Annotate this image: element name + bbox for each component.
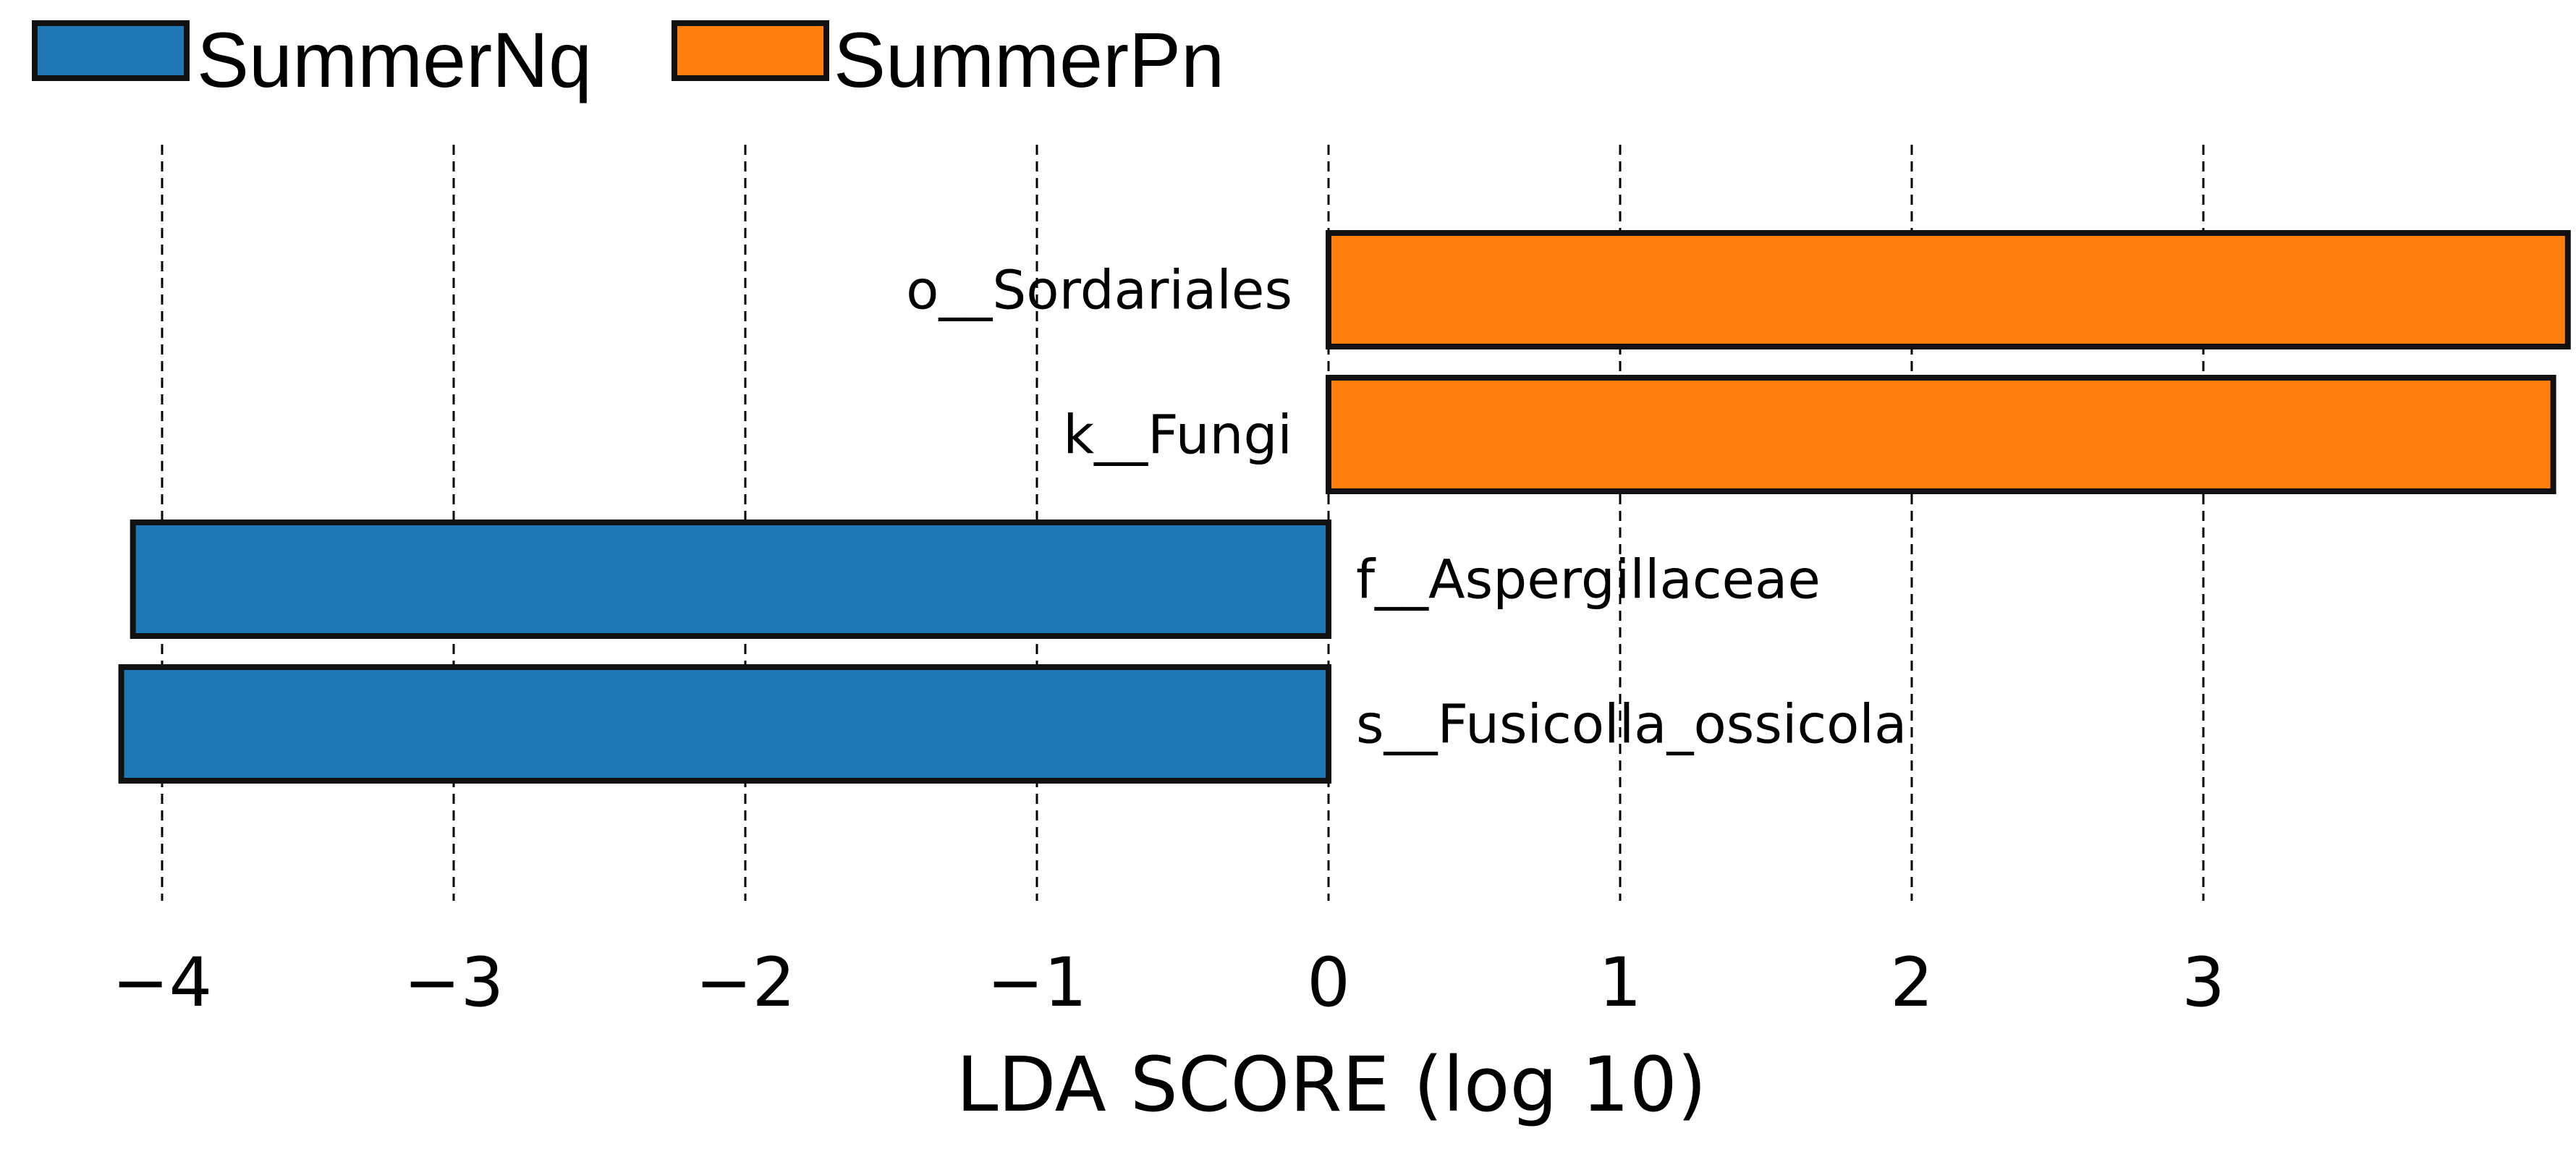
legend-label: SummerNq <box>197 16 592 103</box>
x-axis-ticks: −4 −3 −2 −1 0 1 2 3 <box>112 944 2225 1022</box>
bar-labels: o__Sordariales k__Fungi f__Aspergillaceaes… <box>906 260 1907 756</box>
legend: SummerNq SummerPn <box>32 16 1224 103</box>
bar <box>1326 230 2571 349</box>
x-tick-label: 0 <box>1307 944 1350 1022</box>
x-axis-title: LDA SCORE (log 10) <box>956 1040 1706 1129</box>
legend-swatch <box>32 20 190 81</box>
x-tick-label: 3 <box>2182 944 2225 1022</box>
x-tick-label: 1 <box>1598 944 1642 1022</box>
legend-label: SummerPn <box>834 16 1224 103</box>
x-tick-label: −1 <box>987 944 1088 1022</box>
bar-label: k__Fungi <box>1063 404 1292 467</box>
bar <box>1326 375 2556 494</box>
x-tick-label: −2 <box>695 944 796 1022</box>
bar-label: s__Fusicolla_ossicola <box>1356 694 1907 756</box>
legend-swatch <box>671 20 829 81</box>
bars <box>118 230 2571 784</box>
x-tick-label: 2 <box>1890 944 1933 1022</box>
x-tick-label: −4 <box>112 944 213 1022</box>
bar-label: o__Sordariales <box>906 260 1292 322</box>
bar <box>118 664 1332 784</box>
x-tick-label: −3 <box>404 944 504 1022</box>
bar <box>130 520 1332 639</box>
bar-label: f__Aspergillaceae <box>1356 549 1821 611</box>
